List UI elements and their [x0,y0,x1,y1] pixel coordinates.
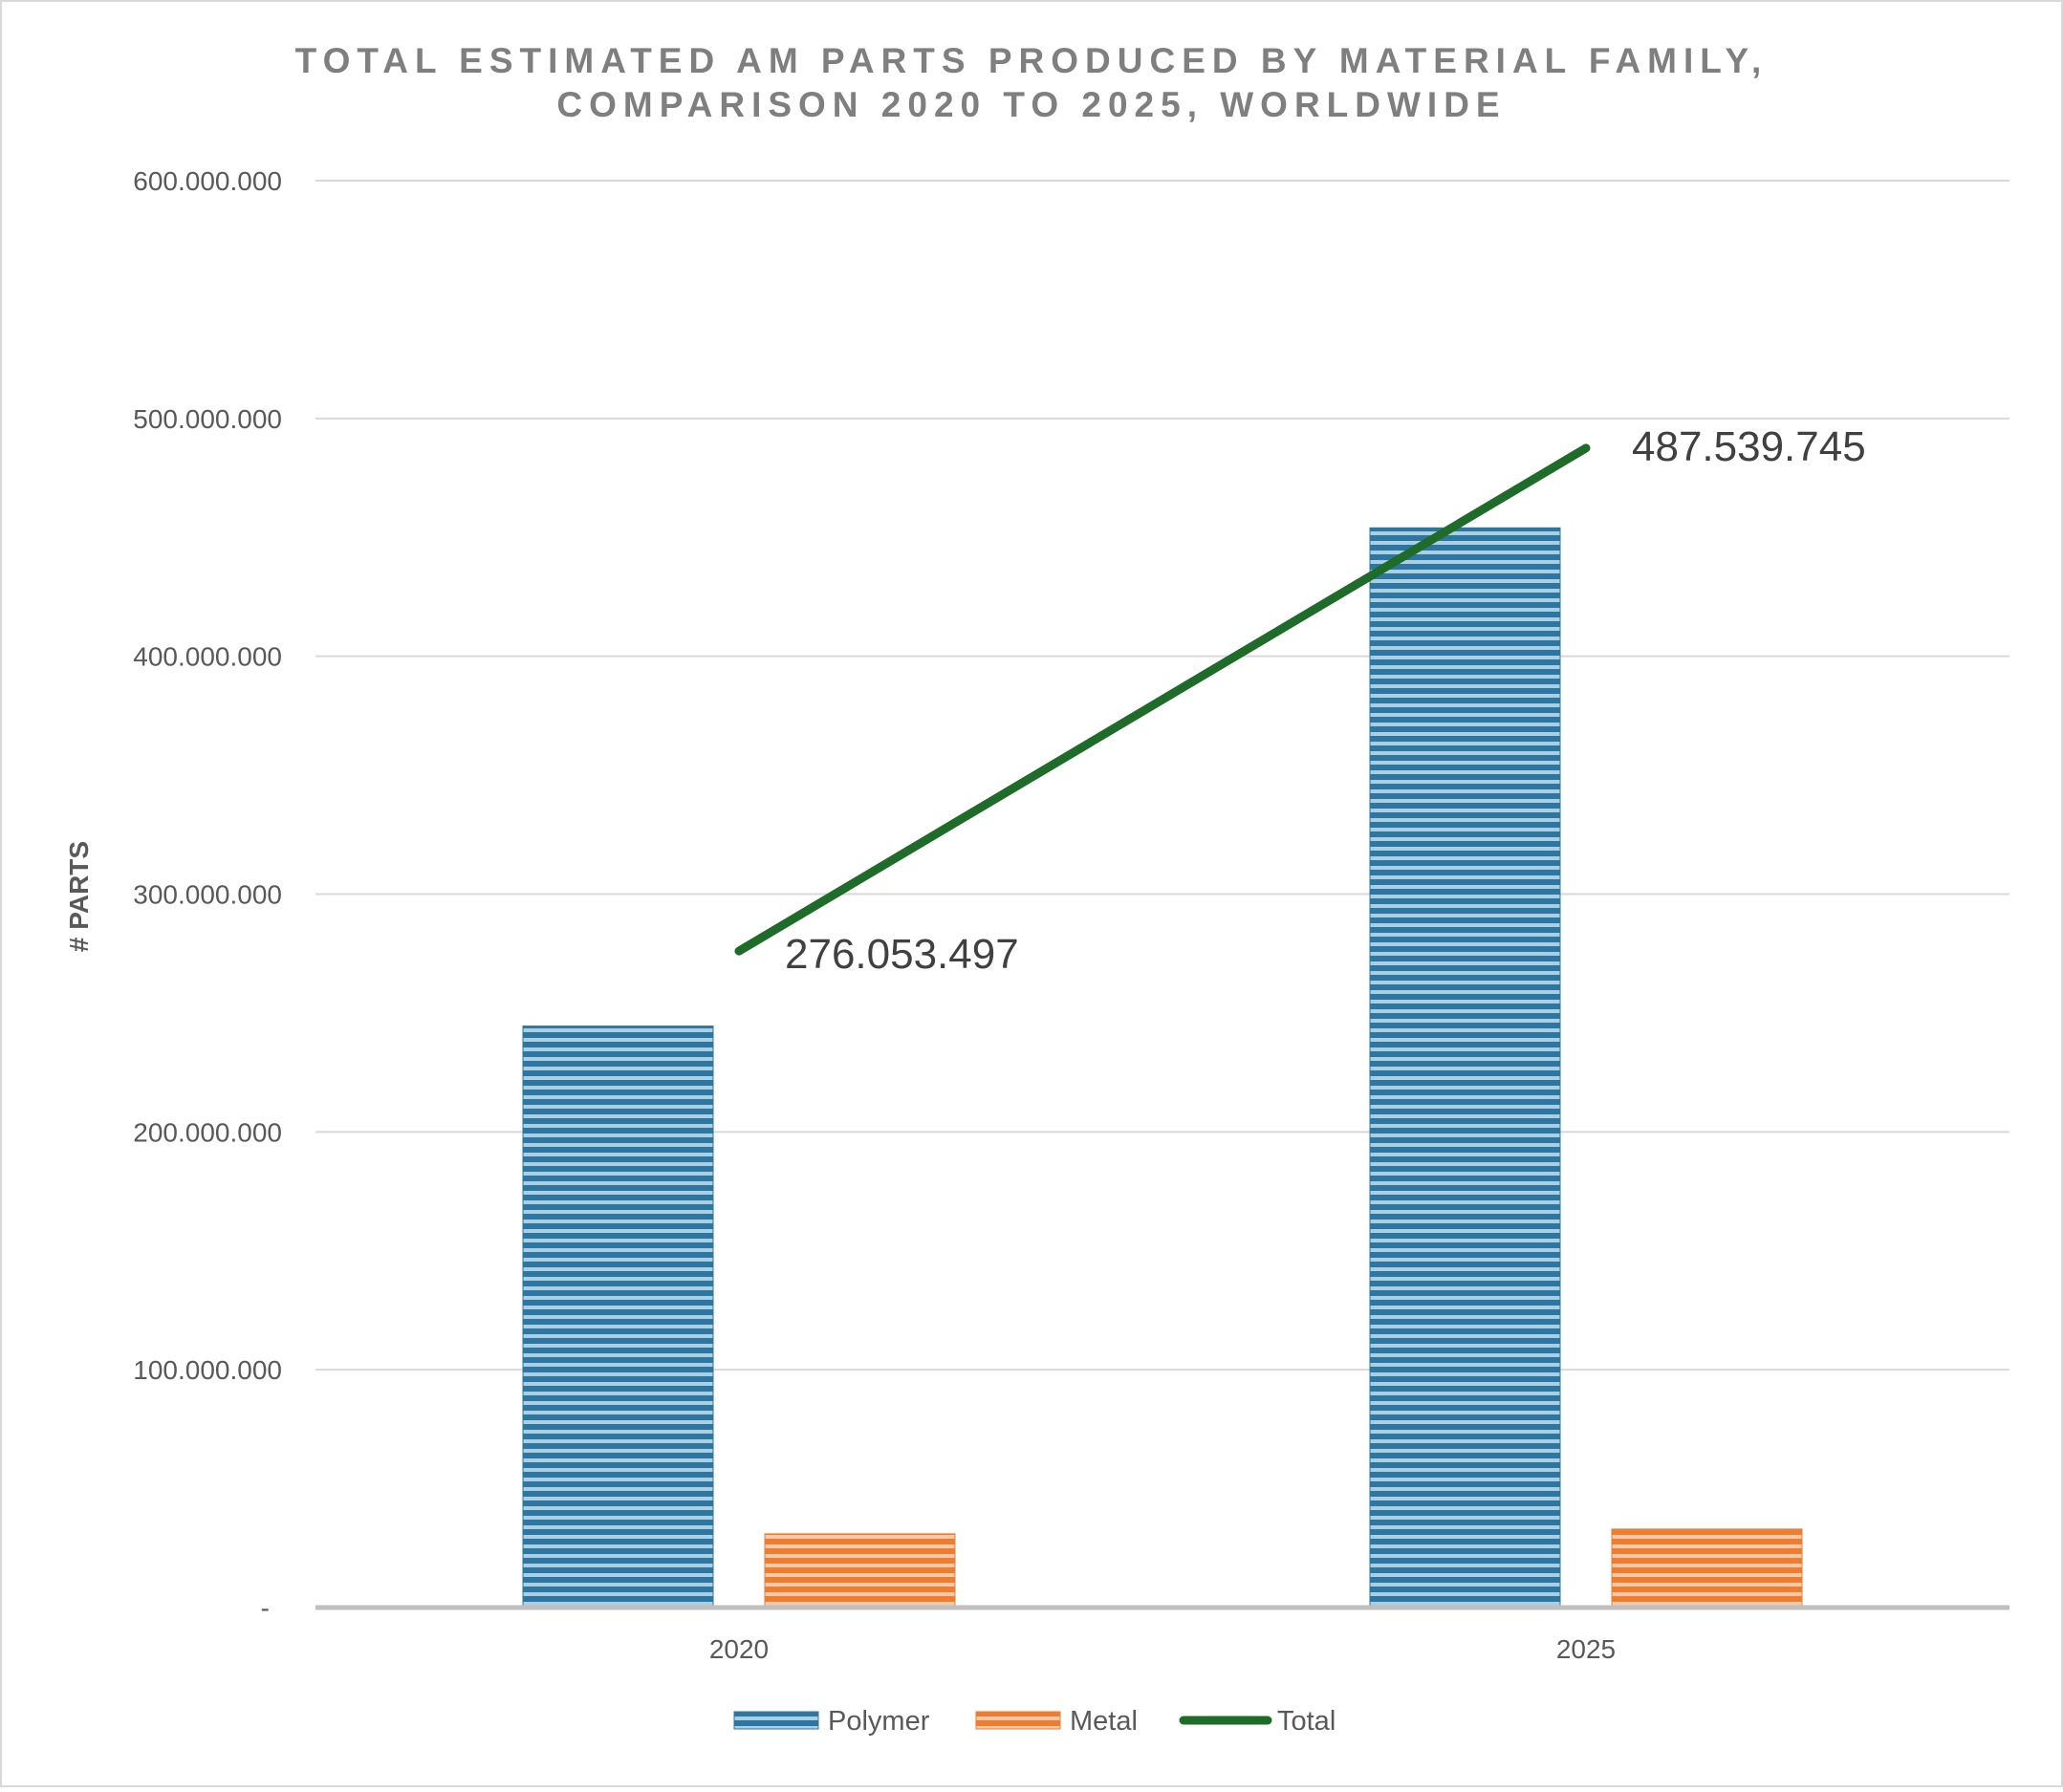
y-tick-label: - [261,1593,270,1623]
chart-title-line-2: COMPARISON 2020 TO 2025, WORLDWIDE [556,85,1506,124]
data-label-total-2025: 487.539.745 [1632,423,1866,470]
x-tick-label: 2025 [1556,1634,1616,1664]
bar-metal-2025 [1611,1528,1803,1608]
bar-polymer-2020 [522,1026,714,1608]
bar-polymer-2025 [1369,527,1561,1608]
legend-swatch-polymer [733,1711,819,1730]
y-axis-ticks: - 100.000.000 200.000.000 300.000.000 400.00… [133,166,282,1623]
legend-label-metal: Metal [1070,1706,1138,1737]
y-tick-label: 500.000.000 [133,404,282,434]
x-tick-label: 2020 [709,1634,769,1664]
legend-label-total: Total [1277,1706,1336,1737]
legend-swatch-metal [975,1711,1061,1730]
total-line: 276.053.497 487.539.745 [734,423,1866,978]
line-total [734,443,1591,956]
y-tick-label: 100.000.000 [133,1355,282,1385]
legend-label-polymer: Polymer [828,1706,930,1737]
y-tick-label: 300.000.000 [133,880,282,910]
data-label-total-2020: 276.053.497 [785,931,1019,978]
legend: Polymer Metal Total [733,1706,1336,1737]
y-tick-label: 600.000.000 [133,166,282,196]
bars [522,527,1803,1608]
y-tick-label: 200.000.000 [133,1117,282,1147]
bar-metal-2020 [764,1533,956,1608]
y-axis-label: # PARTS [64,841,94,952]
y-tick-label: 400.000.000 [133,642,282,672]
chart-title-line-1: TOTAL ESTIMATED AM PARTS PRODUCED BY MAT… [295,41,1769,80]
x-axis-ticks: 2020 2025 [709,1634,1616,1664]
